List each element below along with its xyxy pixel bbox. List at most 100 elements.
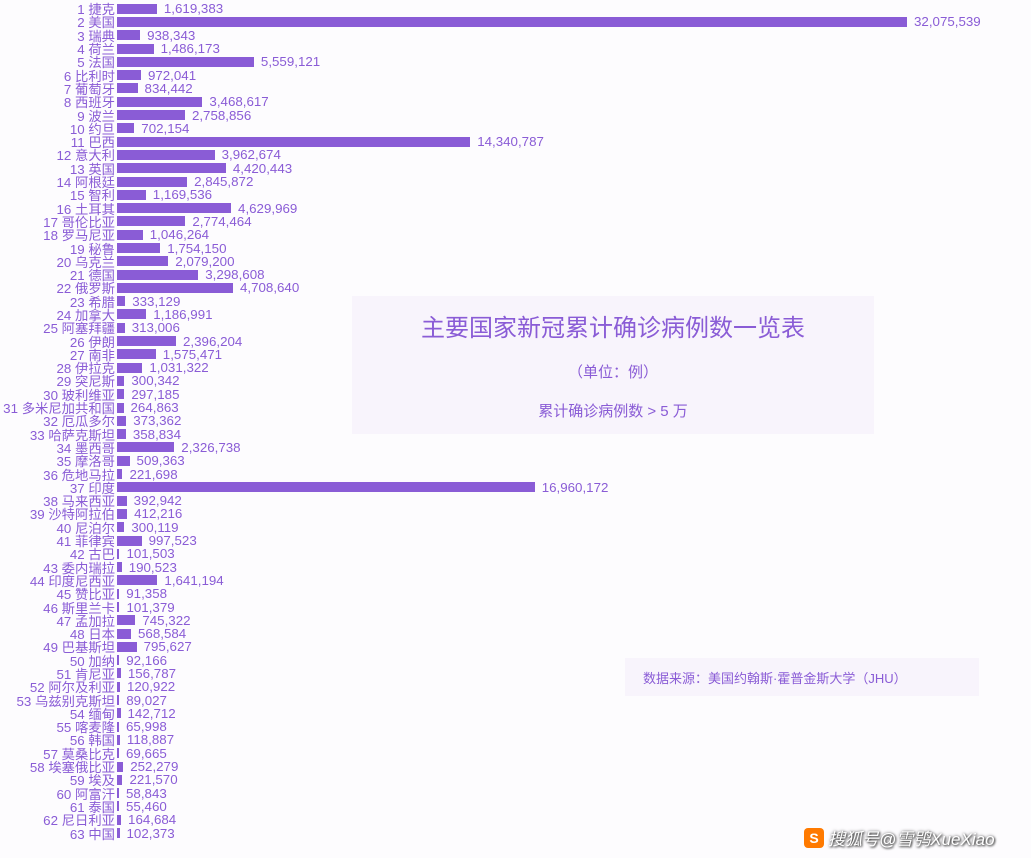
- bar-row: 21 德国3,298,608: [0, 268, 1021, 281]
- bar: [117, 163, 226, 173]
- bar: [117, 629, 131, 639]
- bar: [117, 416, 126, 426]
- value-label: 1,486,173: [154, 41, 220, 56]
- bar-row: 57 莫桑比克69,665: [0, 747, 1021, 760]
- value-label: 221,698: [122, 467, 177, 482]
- value-label: 16,960,172: [535, 480, 609, 495]
- bar: [117, 256, 168, 266]
- bar-row: 54 缅甸142,712: [0, 707, 1021, 720]
- bar: [117, 389, 124, 399]
- value-label: 358,834: [126, 427, 181, 442]
- bar: [117, 283, 233, 293]
- bar: [117, 137, 470, 147]
- bar-row: 5 法国5,559,121: [0, 55, 1021, 68]
- chart-title-panel: 主要国家新冠累计确诊病例数一览表 （单位：例） 累计确诊病例数 > 5 万: [352, 296, 874, 434]
- bar-row: 17 哥伦比亚2,774,464: [0, 215, 1021, 228]
- bar: [117, 536, 142, 546]
- bar-row: 6 比利时972,041: [0, 68, 1021, 81]
- bar: [117, 216, 185, 226]
- value-label: 2,758,856: [185, 108, 251, 123]
- bar-row: 20 乌克兰2,079,200: [0, 255, 1021, 268]
- bar: [117, 376, 124, 386]
- value-label: 32,075,539: [907, 14, 981, 29]
- bar-row: 2 美国32,075,539: [0, 15, 1021, 28]
- data-source-text: 数据来源：美国约翰斯·霍普金斯大学（JHU）: [643, 668, 907, 687]
- bar: [117, 30, 140, 40]
- bar: [117, 203, 231, 213]
- bar-row: 7 葡萄牙834,442: [0, 82, 1021, 95]
- bar-row: 41 菲律宾997,523: [0, 534, 1021, 547]
- bar-row: 47 孟加拉745,322: [0, 614, 1021, 627]
- row-label: 63 中国: [0, 824, 117, 843]
- bar: [117, 309, 146, 319]
- value-label: 102,373: [120, 826, 175, 841]
- bar: [117, 456, 130, 466]
- bar-row: 3 瑞典938,343: [0, 29, 1021, 42]
- bar-row: 55 喀麦隆65,998: [0, 720, 1021, 733]
- value-label: 1,169,536: [146, 187, 212, 202]
- bar-row: 37 印度16,960,172: [0, 481, 1021, 494]
- bar-row: 15 智利1,169,536: [0, 188, 1021, 201]
- value-label: 834,442: [138, 81, 193, 96]
- bar: [117, 190, 146, 200]
- bar: [117, 150, 215, 160]
- bar-row: 16 土耳其4,629,969: [0, 201, 1021, 214]
- bar: [117, 270, 198, 280]
- bar-row: 59 埃及221,570: [0, 773, 1021, 786]
- watermark: S 搜狐号@雪鸮XueXiao: [804, 825, 995, 850]
- bar-row: 46 斯里兰卡101,379: [0, 600, 1021, 613]
- bar: [117, 230, 143, 240]
- bar-row: 1 捷克1,619,383: [0, 2, 1021, 15]
- bar: [117, 363, 142, 373]
- bar-row: 14 阿根廷2,845,872: [0, 175, 1021, 188]
- bar: [117, 177, 187, 187]
- bar-row: 56 韩国118,887: [0, 733, 1021, 746]
- bar: [117, 44, 154, 54]
- bar: [117, 83, 138, 93]
- bar: [117, 349, 156, 359]
- bar-row: 13 英国4,420,443: [0, 162, 1021, 175]
- bar-row: 42 古巴101,503: [0, 547, 1021, 560]
- bar-row: 10 约旦702,154: [0, 122, 1021, 135]
- bar: [117, 442, 174, 452]
- bar-row: 11 巴西14,340,787: [0, 135, 1021, 148]
- value-label: 4,708,640: [233, 280, 299, 295]
- value-label: 1,641,194: [157, 573, 223, 588]
- bar-row: 22 俄罗斯4,708,640: [0, 281, 1021, 294]
- bar: [117, 4, 157, 14]
- value-label: 1,619,383: [157, 1, 223, 16]
- chart-subtitle-unit: （单位：例）: [362, 361, 864, 382]
- bar: [117, 482, 535, 492]
- bar-row: 34 墨西哥2,326,738: [0, 441, 1021, 454]
- bar-row: 43 委内瑞拉190,523: [0, 560, 1021, 573]
- bar: [117, 57, 254, 67]
- value-label: 313,006: [125, 320, 180, 335]
- bar-row: 61 泰国55,460: [0, 800, 1021, 813]
- bar: [117, 336, 176, 346]
- bar: [117, 642, 137, 652]
- bar: [117, 323, 125, 333]
- bar-row: 40 尼泊尔300,119: [0, 521, 1021, 534]
- bar-row: 18 罗马尼亚1,046,264: [0, 228, 1021, 241]
- bar-row: 4 荷兰1,486,173: [0, 42, 1021, 55]
- bar-row: 60 阿富汗58,843: [0, 787, 1021, 800]
- value-label: 14,340,787: [470, 134, 544, 149]
- bar-row: 58 埃塞俄比亚252,279: [0, 760, 1021, 773]
- chart-subtitle-filter: 累计确诊病例数 > 5 万: [362, 400, 864, 421]
- bar-row: 39 沙特阿拉伯412,216: [0, 507, 1021, 520]
- bar-row: 8 西班牙3,468,617: [0, 95, 1021, 108]
- bar-row: 38 马来西亚392,942: [0, 494, 1021, 507]
- value-label: 702,154: [134, 121, 189, 136]
- bar: [117, 496, 127, 506]
- bar: [117, 575, 157, 585]
- bar: [117, 615, 135, 625]
- bar: [117, 522, 124, 532]
- sohu-icon: S: [804, 828, 824, 848]
- bar: [117, 97, 202, 107]
- bar-row: 45 赞比亚91,358: [0, 587, 1021, 600]
- bar: [117, 243, 160, 253]
- bar: [117, 110, 185, 120]
- bar-row: 12 意大利3,962,674: [0, 148, 1021, 161]
- bar: [117, 17, 907, 27]
- bar-row: 48 日本568,584: [0, 627, 1021, 640]
